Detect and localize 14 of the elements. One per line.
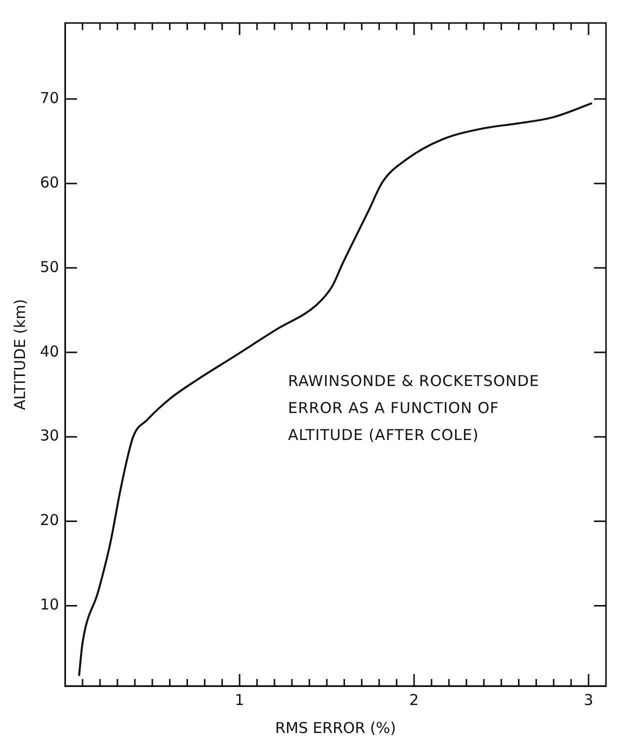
- y-tick-label: 70: [40, 88, 60, 107]
- x-axis-title: RMS ERROR (%): [275, 718, 396, 737]
- x-tick-label: 3: [584, 690, 594, 709]
- annotation: RAWINSONDE & ROCKETSONDE ERROR AS A FUNCTION OF ALTITUDE (AFTER COLE): [288, 371, 540, 446]
- y-axis-title: ALTITUDE (km): [10, 298, 29, 410]
- y-tick-label: 30: [40, 426, 60, 445]
- y-tick-label: 20: [40, 511, 60, 530]
- y-tick-label: 10: [40, 596, 60, 614]
- y-tick-label: 60: [40, 173, 60, 192]
- line-series: [78, 102, 594, 677]
- x-tick-label: 1: [234, 690, 244, 709]
- x-tick-label: 2: [409, 690, 419, 709]
- y-tick-label: 40: [40, 342, 60, 360]
- y-tick-label: 50: [40, 258, 60, 276]
